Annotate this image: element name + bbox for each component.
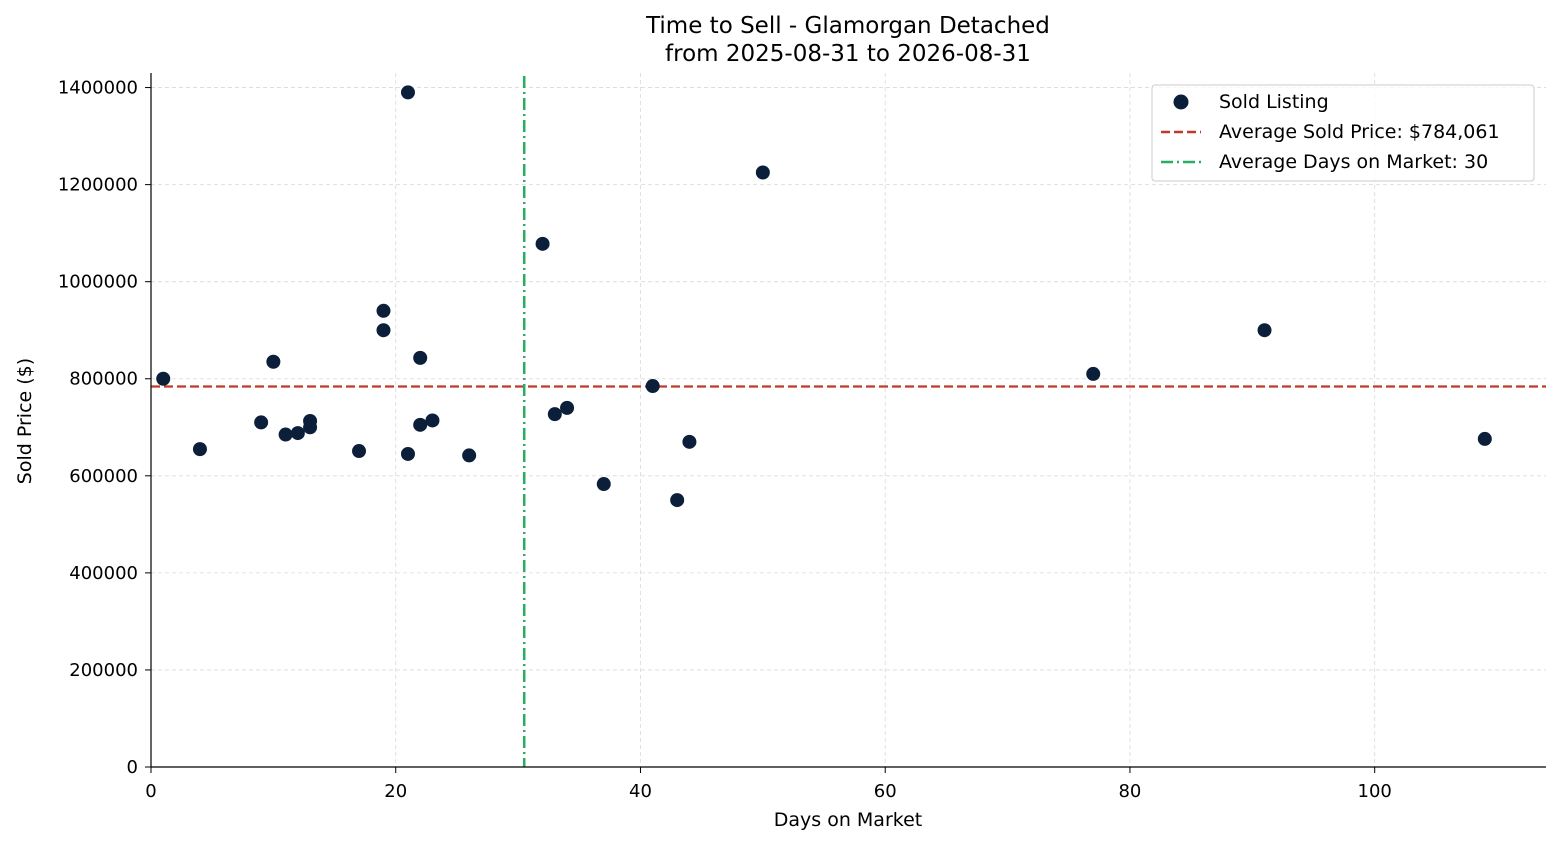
legend-box xyxy=(1151,84,1535,182)
data-point xyxy=(462,448,477,463)
data-point xyxy=(376,323,391,338)
chart-subtitle: from 2025-08-31 to 2026-08-31 xyxy=(665,41,1031,67)
data-point xyxy=(1086,366,1101,381)
data-point xyxy=(400,446,415,461)
chart-title: Time to Sell - Glamorgan Detached xyxy=(645,13,1050,39)
data-point xyxy=(413,417,428,432)
data-point xyxy=(278,427,293,442)
x-axis-ticks: 0 20 40 60 80 100 xyxy=(145,767,1392,802)
data-point xyxy=(596,477,611,492)
legend-marker-sold-listing xyxy=(1173,94,1189,110)
data-point xyxy=(376,303,391,318)
data-point xyxy=(535,236,550,251)
data-points xyxy=(156,85,1492,508)
data-point xyxy=(352,444,367,459)
grid-lines xyxy=(151,73,1546,767)
data-point xyxy=(560,400,575,415)
x-tick-label: 0 xyxy=(145,781,156,802)
legend-label-average-days: Average Days on Market: 30 xyxy=(1219,151,1488,173)
data-point xyxy=(413,350,428,365)
y-tick-label: 800000 xyxy=(69,369,138,390)
data-point xyxy=(755,165,770,180)
data-point xyxy=(1257,323,1272,338)
data-point xyxy=(425,413,440,428)
data-point xyxy=(670,493,685,508)
data-point xyxy=(290,426,305,441)
data-point xyxy=(400,85,415,100)
reference-lines xyxy=(151,76,1546,767)
y-tick-label: 200000 xyxy=(69,660,138,681)
data-point xyxy=(1477,431,1492,446)
x-tick-label: 60 xyxy=(874,781,897,802)
legend: Sold Listing Average Sold Price: $784,06… xyxy=(1151,84,1535,182)
y-tick-label: 1200000 xyxy=(58,175,138,196)
x-tick-label: 40 xyxy=(629,781,652,802)
y-tick-label: 400000 xyxy=(69,563,138,584)
y-axis-title: Sold Price ($) xyxy=(14,358,36,484)
data-point xyxy=(192,442,207,457)
data-point xyxy=(156,371,171,386)
y-tick-label: 1000000 xyxy=(58,272,138,293)
x-tick-label: 100 xyxy=(1358,781,1392,802)
x-tick-label: 20 xyxy=(384,781,407,802)
legend-label-average-price: Average Sold Price: $784,061 xyxy=(1219,121,1500,143)
data-point xyxy=(266,354,281,369)
y-tick-label: 1400000 xyxy=(58,78,138,99)
axes xyxy=(150,73,1546,768)
x-axis-title: Days on Market xyxy=(774,809,922,831)
data-point xyxy=(547,407,562,422)
y-tick-label: 600000 xyxy=(69,466,138,487)
data-point xyxy=(645,379,660,394)
data-point xyxy=(254,415,269,430)
data-point xyxy=(303,413,318,428)
data-point xyxy=(682,434,697,449)
legend-label-sold-listing: Sold Listing xyxy=(1219,91,1329,113)
y-tick-label: 0 xyxy=(127,757,138,778)
y-axis-ticks: 0 200000 400000 600000 800000 1000000 1200000 1… xyxy=(58,78,151,778)
x-tick-label: 80 xyxy=(1118,781,1141,802)
